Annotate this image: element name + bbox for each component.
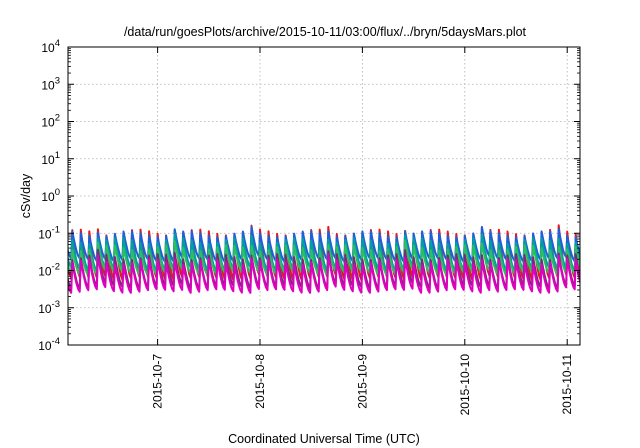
y-tick-label: 104 [41, 38, 60, 55]
y-tick-label: 103 [41, 75, 60, 92]
y-tick-label: 102 [41, 113, 60, 130]
series-line [68, 253, 580, 294]
y-axis-label: cSv/day [19, 173, 33, 218]
chart-title: /data/run/goesPlots/archive/2015-10-11/0… [124, 25, 527, 39]
grid [68, 47, 580, 345]
y-tick-label: 10-1 [38, 224, 60, 241]
y-axis: 10-4 10-3 10-2 10-1 100 101 102 103 104 [38, 38, 580, 353]
x-tick-label: 2015-10-7 [151, 354, 165, 409]
x-axis-label: Coordinated Universal Time (UTC) [228, 432, 420, 446]
plot-area [68, 224, 580, 294]
y-tick-label: 10-2 [38, 262, 60, 279]
y-tick-label: 100 [41, 187, 60, 204]
x-tick-label: 2015-10-9 [355, 354, 369, 409]
x-tick-label: 2015-10-8 [253, 354, 267, 409]
x-tick-label: 2015-10-11 [560, 354, 574, 415]
y-tick-label: 101 [41, 150, 60, 167]
y-tick-label: 10-4 [38, 336, 60, 353]
x-tick-label: 2015-10-10 [458, 354, 472, 416]
x-axis: 2015-10-7 2015-10-8 2015-10-9 2015-10-10 201… [151, 47, 574, 416]
y-tick-label: 10-3 [38, 299, 60, 316]
